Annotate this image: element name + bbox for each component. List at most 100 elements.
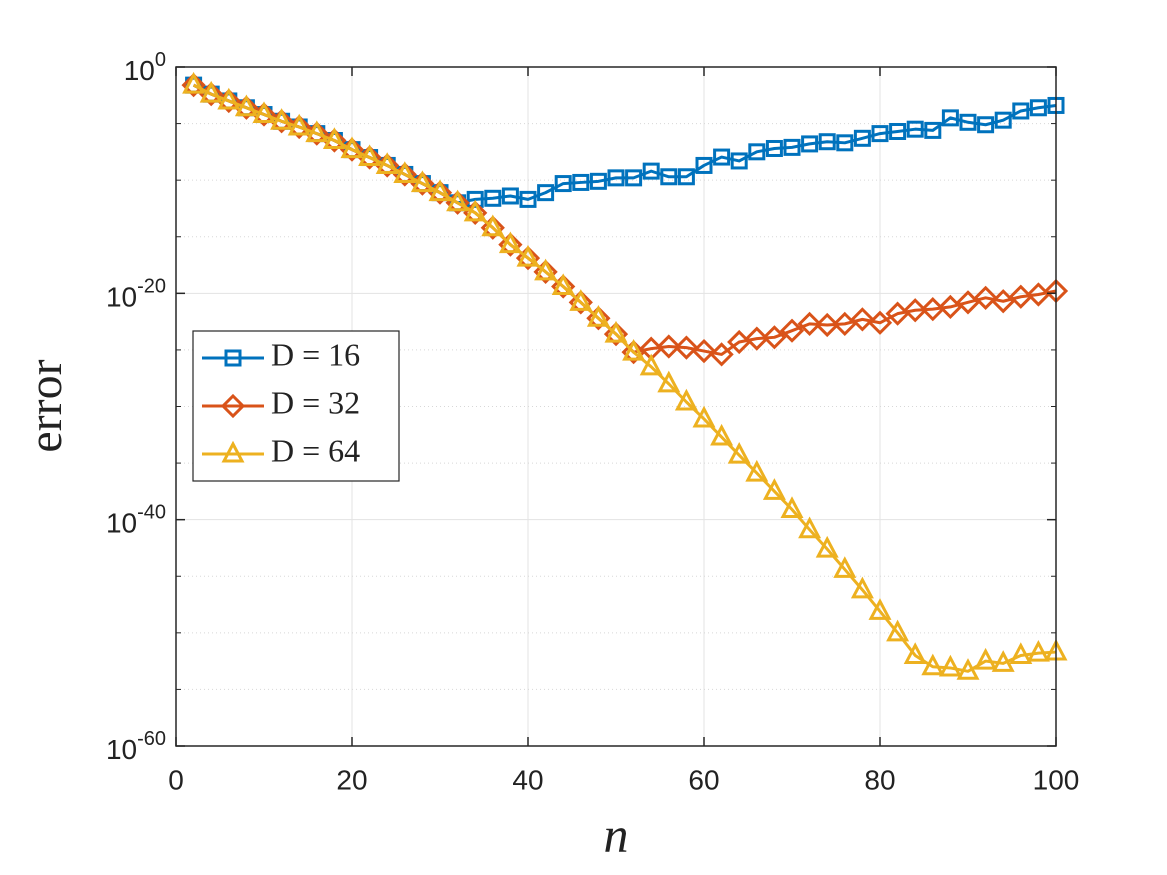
y-tick-label: 100 [124, 49, 166, 86]
marker [569, 289, 593, 311]
marker [921, 653, 945, 676]
marker [744, 326, 769, 351]
marker [554, 175, 572, 193]
marker [322, 127, 346, 150]
marker [410, 170, 434, 193]
tick-exponent: 0 [155, 49, 166, 71]
marker [994, 111, 1012, 129]
marker [551, 274, 576, 299]
marker [551, 273, 575, 296]
x-tick-label: 40 [512, 764, 543, 795]
marker [762, 325, 787, 350]
marker [234, 94, 258, 117]
marker [446, 189, 470, 212]
tick-base: 10 [106, 734, 137, 765]
marker [745, 459, 769, 482]
x-axis-label: n [604, 806, 629, 862]
y-axis-label: error [19, 359, 72, 452]
tick-exponent: -20 [137, 276, 166, 298]
marker [1026, 639, 1050, 662]
marker [466, 190, 484, 208]
marker [924, 121, 942, 139]
tick-exponent: -60 [137, 728, 166, 750]
marker [833, 556, 857, 578]
marker [692, 405, 716, 428]
marker [695, 156, 713, 174]
marker [797, 311, 822, 336]
marker [941, 109, 959, 127]
marker [182, 71, 206, 94]
marker [801, 135, 819, 153]
marker [199, 80, 223, 103]
marker [305, 120, 329, 143]
marker [956, 658, 980, 680]
marker [463, 199, 487, 222]
marker [727, 441, 751, 464]
marker [217, 87, 241, 110]
marker [903, 642, 927, 664]
marker [358, 144, 382, 167]
marker [850, 576, 874, 599]
marker [903, 298, 928, 323]
marker [393, 161, 417, 183]
y-tick-label: 10-60 [106, 728, 166, 765]
marker [516, 244, 540, 267]
marker [498, 232, 523, 257]
marker [977, 116, 995, 134]
marker [710, 423, 734, 446]
tick-exponent: -40 [137, 502, 166, 524]
marker [656, 334, 681, 359]
tick-base: 10 [124, 55, 155, 86]
marker [818, 133, 836, 151]
marker [709, 342, 734, 367]
marker [480, 215, 505, 240]
marker [886, 619, 910, 642]
marker [815, 312, 840, 338]
marker [938, 654, 962, 677]
marker [622, 338, 646, 361]
marker [181, 73, 206, 98]
x-tick-label: 80 [864, 764, 895, 795]
marker [889, 122, 907, 140]
marker [607, 169, 625, 187]
marker [639, 353, 663, 376]
marker [974, 647, 998, 670]
legend-label: D = 32 [271, 384, 360, 420]
marker [815, 535, 839, 558]
marker [691, 338, 717, 364]
marker [780, 496, 804, 519]
x-tick-label: 60 [688, 764, 719, 795]
marker [340, 136, 364, 159]
marker [867, 310, 893, 335]
marker [798, 516, 822, 539]
marker [973, 285, 998, 310]
marker [484, 189, 502, 207]
x-tick-label: 100 [1033, 764, 1080, 795]
marker [871, 125, 889, 143]
marker [642, 162, 660, 180]
marker [498, 231, 522, 254]
marker [568, 290, 593, 315]
marker [270, 108, 294, 130]
tick-base: 10 [106, 508, 137, 539]
marker [730, 152, 748, 170]
y-tick-label: 10-40 [106, 502, 166, 539]
marker [850, 307, 875, 332]
marker [1009, 642, 1033, 664]
legend-label: D = 64 [271, 432, 360, 468]
marker [938, 294, 963, 320]
marker [906, 120, 924, 138]
marker [519, 190, 537, 208]
marker [853, 129, 871, 147]
marker [1029, 99, 1047, 117]
marker [625, 169, 643, 187]
marker [534, 258, 558, 281]
marker [220, 393, 246, 419]
marker [836, 134, 854, 152]
marker [1012, 102, 1030, 120]
marker [586, 305, 610, 327]
marker [501, 187, 519, 205]
x-tick-label: 20 [336, 764, 367, 795]
